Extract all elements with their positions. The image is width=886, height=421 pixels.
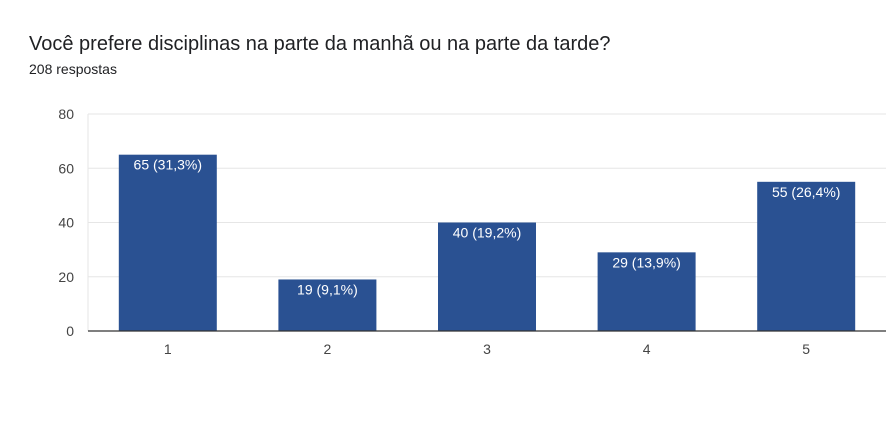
y-tick-label: 20 <box>58 269 74 285</box>
bar-1 <box>118 154 217 331</box>
x-tick-label: 5 <box>802 341 810 357</box>
data-labels: 65 (31,3%) 19 (9,1%) 40 (19,2%) 29 (13,9%) 5… <box>134 157 841 298</box>
x-axis-ticks: 1 2 3 4 5 <box>164 341 810 357</box>
x-tick-label: 2 <box>324 341 332 357</box>
data-label: 19 (9,1%) <box>297 281 358 297</box>
data-label: 29 (13,9%) <box>612 254 680 270</box>
y-tick-label: 80 <box>58 106 74 122</box>
y-tick-label: 40 <box>58 215 74 231</box>
y-tick-label: 60 <box>58 160 74 176</box>
data-label: 40 (19,2%) <box>453 225 521 241</box>
bar-5 <box>757 181 856 331</box>
y-axis-ticks: 0 20 40 60 80 <box>58 106 74 339</box>
bar-4 <box>597 252 696 331</box>
data-label: 65 (31,3%) <box>134 157 202 173</box>
y-tick-label: 0 <box>66 323 74 339</box>
x-tick-label: 3 <box>483 341 491 357</box>
question-title: Você prefere disciplinas na parte da man… <box>29 33 611 55</box>
bars <box>118 154 856 331</box>
bar-2 <box>278 279 377 331</box>
data-label: 55 (26,4%) <box>772 184 840 200</box>
response-count: 208 respostas <box>29 61 117 77</box>
x-tick-label: 4 <box>643 341 651 357</box>
bar-3 <box>438 222 536 331</box>
x-tick-label: 1 <box>164 341 172 357</box>
